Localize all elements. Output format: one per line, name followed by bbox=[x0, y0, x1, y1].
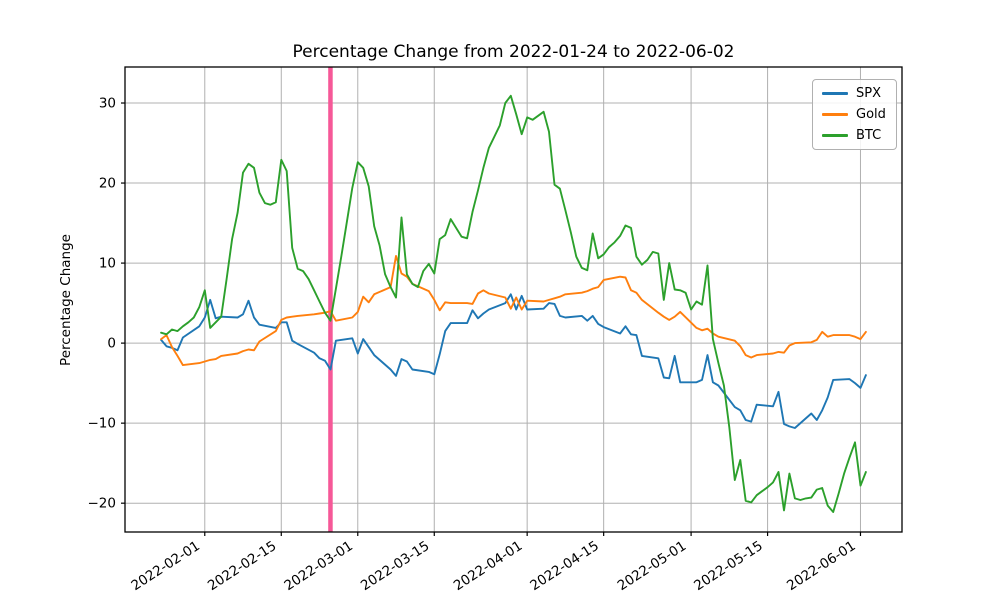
y-axis-label: Percentage Change bbox=[58, 234, 74, 366]
btc-line-swatch bbox=[822, 134, 848, 137]
legend-label-gold: Gold bbox=[856, 107, 886, 122]
x-tick-label: 2022-04-15 bbox=[527, 538, 602, 594]
legend-label-btc: BTC bbox=[856, 128, 882, 143]
x-tick-label: 2022-02-01 bbox=[128, 538, 203, 594]
legend-label-spx: SPX bbox=[856, 86, 881, 101]
plot-border bbox=[124, 66, 903, 533]
chart-title: Percentage Change from 2022-01-24 to 202… bbox=[292, 42, 735, 62]
x-tick-label: 2022-05-15 bbox=[691, 538, 766, 594]
y-tick-label: 0 bbox=[107, 336, 116, 352]
legend-item-spx: SPX bbox=[822, 86, 886, 101]
y-tick-label: −20 bbox=[88, 496, 117, 512]
btc-line bbox=[160, 94, 867, 513]
x-tick-label: 2022-03-15 bbox=[358, 538, 433, 594]
x-tick-label: 2022-03-01 bbox=[281, 538, 356, 594]
gold-line bbox=[160, 254, 867, 367]
x-tick-label: 2022-06-01 bbox=[784, 538, 859, 594]
legend-item-gold: Gold bbox=[822, 107, 886, 122]
y-tick-label: −10 bbox=[88, 416, 117, 432]
x-tick-label: 2022-04-01 bbox=[451, 538, 526, 594]
y-tick-label: 20 bbox=[99, 176, 116, 192]
x-tick-label: 2022-02-15 bbox=[205, 538, 280, 594]
spx-line bbox=[160, 293, 867, 429]
y-tick-label: 10 bbox=[99, 256, 116, 272]
gold-line-swatch bbox=[822, 113, 848, 116]
y-tick-label: 30 bbox=[99, 96, 116, 112]
x-tick-label: 2022-05-01 bbox=[615, 538, 690, 594]
legend: SPX Gold BTC bbox=[812, 79, 897, 150]
spx-line-swatch bbox=[822, 92, 848, 95]
legend-item-btc: BTC bbox=[822, 128, 886, 143]
